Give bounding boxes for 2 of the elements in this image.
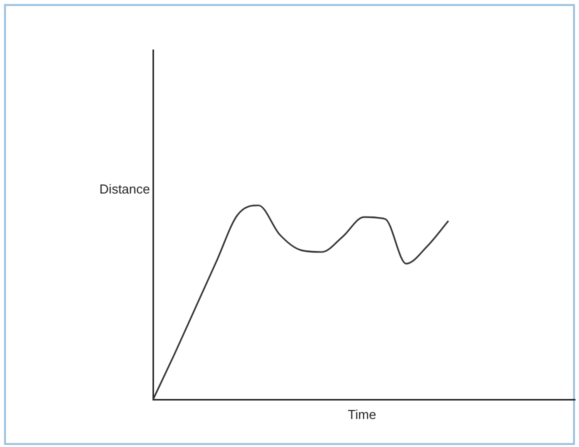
x-axis-title: Time [348,407,376,422]
y-axis-title: Distance [99,181,150,196]
